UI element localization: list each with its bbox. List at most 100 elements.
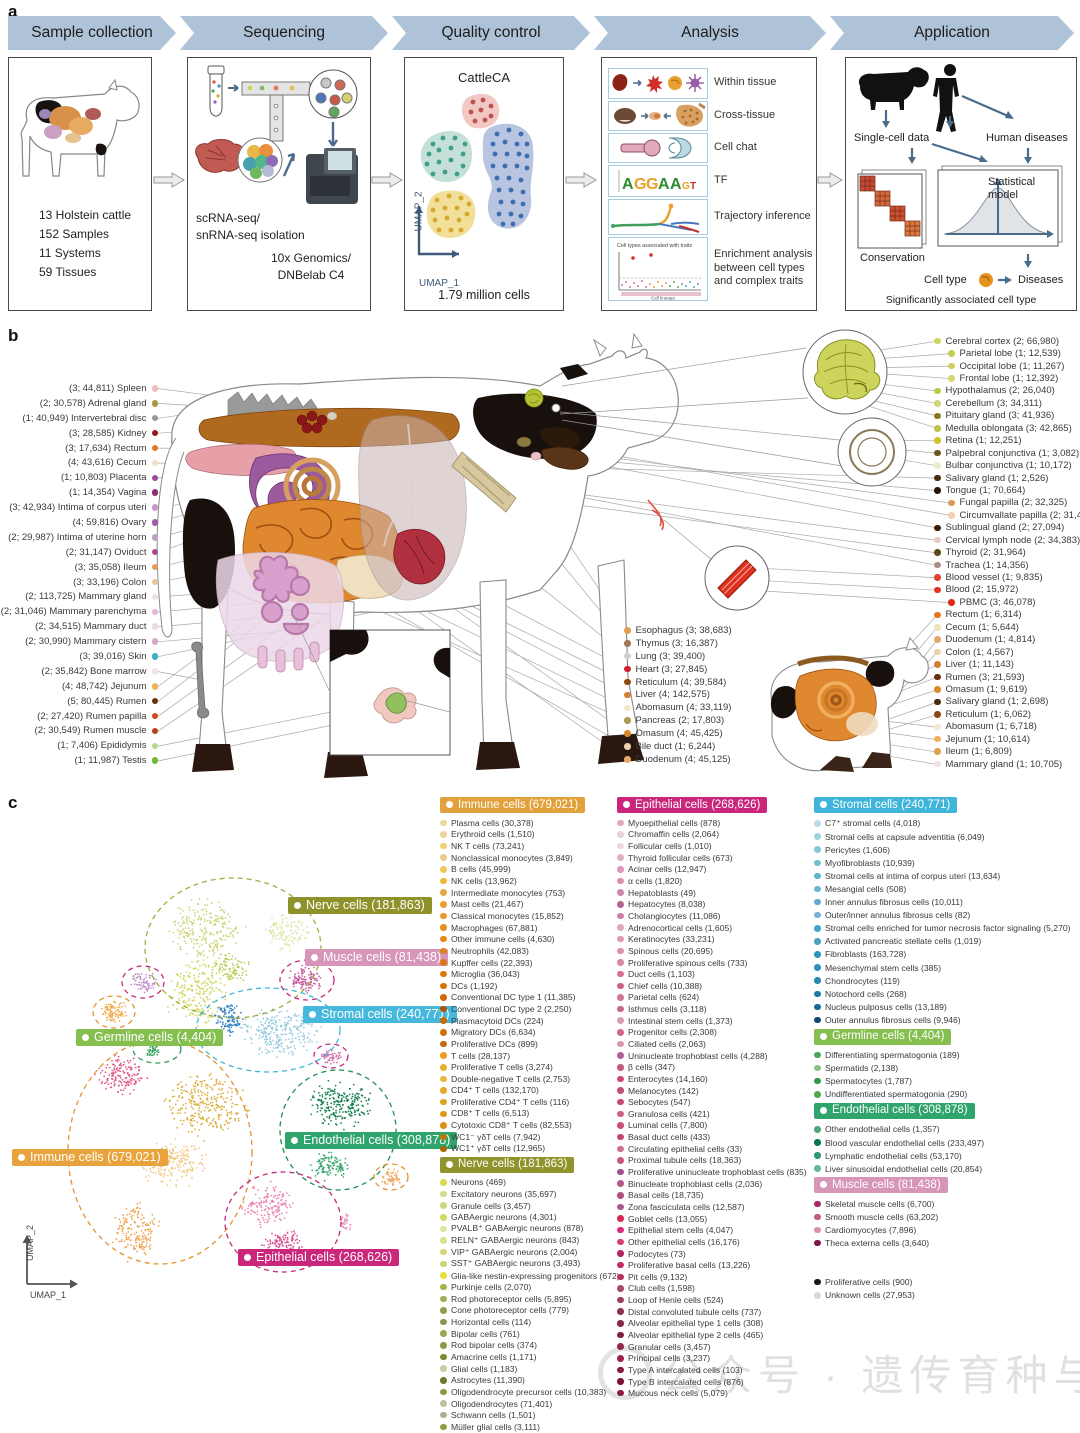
legend-item: Inner annulus fibrosus cells (10,011) [814,896,1071,909]
legend-item: Activated pancreatic stellate cells (1,0… [814,935,1071,948]
tissue-color-dot [948,362,955,370]
legend-item: Skeletal muscle cells (6,700) [814,1197,1071,1210]
conservation-label: Conservation [860,252,925,264]
tissue-label: Duodenum (1; 4,814) [934,634,1080,646]
legend-color-dot [617,970,624,978]
legend-item: Distal convoluted tubule cells (737) [617,1306,807,1318]
legend-color-dot [440,854,447,861]
legend-color-dot [440,994,447,1001]
tissue-color-dot [934,449,941,457]
legend-item: Hepatocytes (8,038) [617,898,807,910]
legend-item: Basal cells (18,735) [617,1190,807,1202]
tissue-label: (2; 29,987) Intima of uterine horn [0,530,158,545]
tissue-color-dot [624,678,631,686]
legend-color-dot [617,1005,624,1013]
legend-color-dot [440,1272,447,1279]
tissue-color-dot [934,748,941,755]
legend-item: Acinar cells (12,947) [617,864,807,876]
legend-color-dot [814,1152,821,1159]
legend-color-dot [440,1064,447,1071]
legend-section-header: Immune cells (679,021) [440,797,586,813]
tissue-color-dot [934,611,941,619]
legend-item: Pit cells (9,132) [617,1271,807,1283]
tissue-label: Duodenum (4; 45,125) [624,753,784,766]
workflow-stages: Sample collection Sequencing Quality con… [8,16,1074,50]
legend-color-dot [440,1017,447,1024]
tissue-color-dot [151,548,158,556]
legend-color-dot [440,947,447,955]
legend-item: Double-negative T cells (2,753) [440,1073,620,1085]
legend-color-dot [617,1110,624,1118]
legend-color-dot [814,1064,821,1072]
legend-color-dot [440,912,447,920]
svg-text:G: G [634,176,646,193]
cell-count: 1.79 million cells [438,288,530,302]
legend-color-dot [440,831,447,838]
legend-item: α cells (1,820) [617,875,807,887]
legend-color-dot [814,977,821,984]
legend-color-dot [617,1296,624,1304]
tissue-color-dot [934,735,941,743]
analysis-box: A G G A A G T Cell types associated with… [601,57,817,311]
legend-color-dot [440,1365,447,1372]
legend-item: Schwann cells (1,501) [440,1409,620,1421]
legend-color-dot [814,846,821,853]
tissue-color-dot [934,574,941,581]
tissue-label: (2; 34,515) Mammary duct [0,619,158,634]
application-illustration [857,64,1063,287]
legend-section-header: Nerve cells (181,863) [440,1156,575,1173]
legend-color-dot [440,1295,447,1303]
tissue-label: Rectum (1; 6,314) [934,609,1080,621]
sequencer-icon [306,148,358,204]
legend-color-dot [440,970,447,978]
legend-item: Cardiomyocytes (7,896) [814,1223,1071,1236]
tissue-label: Cerebellum (3; 34,311) [934,397,1080,409]
legend-color-dot [440,1040,447,1048]
qc-axis-y: UMAP_2 [413,191,425,232]
legend-item: Plasma cells (30,378) [440,817,620,829]
legend-color-dot [617,912,624,920]
tissue-color-dot [624,743,631,750]
legend-color-dot [440,1318,447,1326]
legend-color-dot [440,1260,447,1268]
legend-item: GABAergic neurons (4,301) [440,1212,620,1224]
tissue-label: Heart (3; 27,845) [624,663,784,676]
legend-section-header: Endothelial cells (308,878) [814,1102,975,1119]
tissue-color-dot [934,723,941,731]
legend-color-dot [814,820,821,827]
legend-color-dot [617,1308,624,1315]
legend-item: Outer annulus fibrosus cells (9,946) [814,1013,1071,1026]
tissue-color-dot [151,712,158,720]
tissue-color-dot [151,683,158,690]
legend-color-dot [617,1250,624,1257]
legend-item: Hepatoblasts (49) [617,887,807,899]
flow-arrow-icon [153,172,185,188]
sample-stats: 13 Holstein cattle 152 Samples 11 System… [39,208,132,279]
stage-sample-collection: Sample collection [8,16,176,50]
legend-item: Rod photoreceptor cells (5,895) [440,1293,620,1305]
tissue-label: Abomasum (1; 6,718) [934,721,1080,733]
legend-color-dot [440,924,447,931]
legend-item: Proliferative cells (900) [814,1276,1071,1289]
tissue-color-dot [934,524,941,532]
legend-item: NK T cells (73,241) [440,840,620,852]
legend-item: Kupffer cells (22,393) [440,957,620,969]
legend-item: Nonclassical monocytes (3,849) [440,852,620,864]
tissue-label: (1; 40,949) Intervertebral disc [0,411,158,426]
legend-color-dot [617,1133,624,1141]
tissue-color-dot [624,756,631,763]
legend-color-dot [814,990,821,998]
legend-color-dot [617,819,624,827]
legend-item: Alveolar epithelial type 1 cells (308) [617,1318,807,1330]
legend-color-dot [617,901,624,908]
legend-color-dot [814,833,821,840]
tissue-list-mid: Esophagus (3; 38,683) Thymus (3; 16,387) L… [624,624,784,766]
tissue-label: (1; 10,803) Placenta [0,470,158,485]
tissue-label: (2; 30,578) Adrenal gland [0,396,158,411]
legend-item: Proliferative CD4⁺ T cells (116) [440,1096,620,1108]
legend-item: SST⁺ GABAergic neurons (3,493) [440,1258,620,1270]
legend-item: Oligodendrocytes (71,401) [440,1398,620,1410]
panel-c-label: c [8,793,18,812]
legend-item: Erythroid cells (1,510) [440,829,620,841]
tissue-label: Fungal papilla (2; 32,325) [934,497,1080,509]
